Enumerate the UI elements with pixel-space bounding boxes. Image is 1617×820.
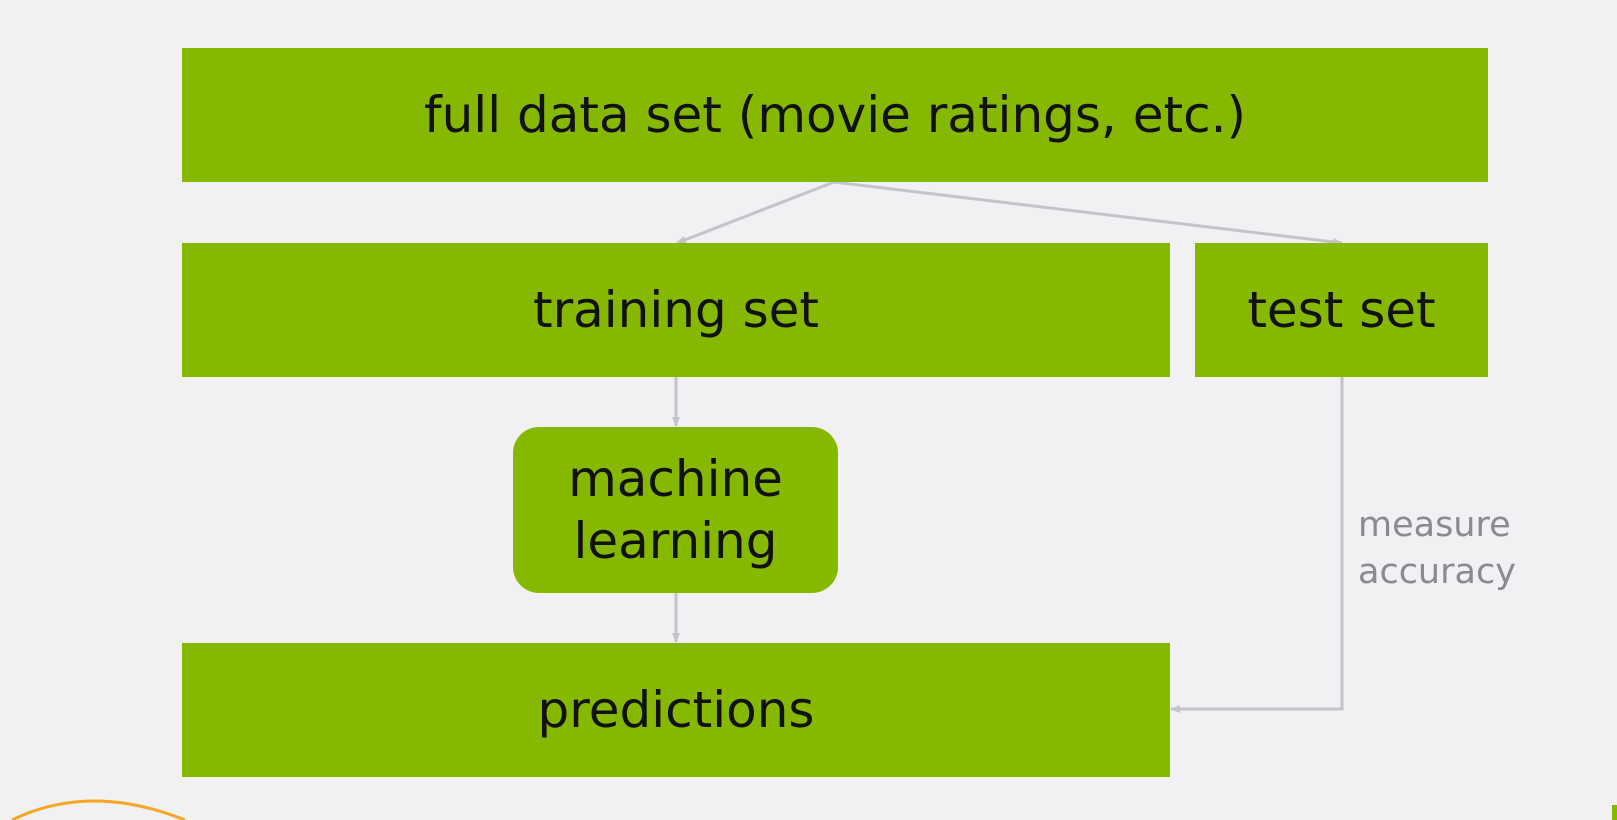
decorative-green-edge [1612, 805, 1617, 820]
measure-accuracy-label: measure accuracy [1358, 502, 1516, 597]
full-data-set-label: full data set (movie ratings, etc.) [424, 85, 1246, 144]
predictions-box: predictions [182, 643, 1170, 777]
measure-accuracy-line-2: accuracy [1358, 552, 1516, 593]
decorative-orange-arc [11, 799, 186, 820]
machine-learning-label-line-2: learning [573, 512, 778, 570]
test-set-box: test set [1195, 243, 1488, 377]
predictions-label: predictions [537, 680, 815, 739]
full-data-set-box: full data set (movie ratings, etc.) [182, 48, 1488, 182]
training-set-box: training set [182, 243, 1170, 377]
arrow-full-to-test [833, 180, 1343, 246]
test-set-label: test set [1247, 280, 1436, 339]
measure-accuracy-line-1: measure [1358, 505, 1511, 545]
machine-learning-box: machine learning [513, 427, 838, 593]
training-set-label: training set [532, 280, 819, 339]
machine-learning-label: machine learning [568, 448, 783, 573]
arrow-full-to-training [676, 180, 835, 245]
machine-learning-label-line-1: machine [568, 449, 783, 508]
arrow-test-to-predictions [1170, 377, 1344, 713]
